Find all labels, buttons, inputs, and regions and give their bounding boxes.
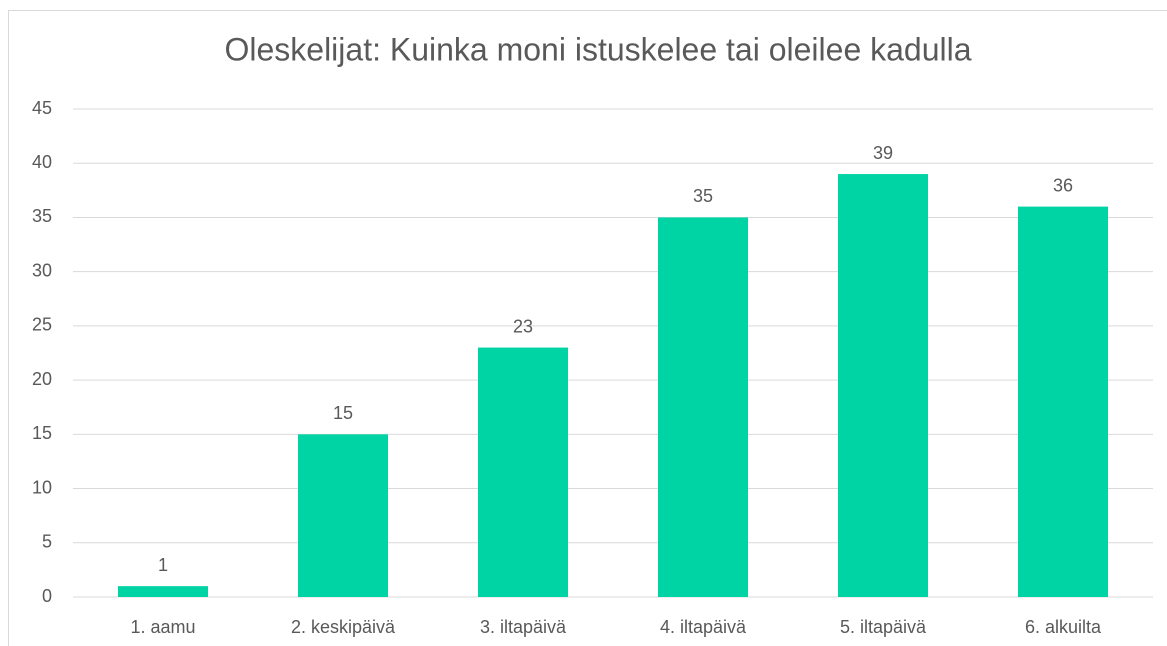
bar <box>118 586 208 597</box>
bar <box>298 434 388 597</box>
data-label: 35 <box>693 186 713 206</box>
bar <box>1018 206 1108 597</box>
y-tick-label: 10 <box>32 477 52 497</box>
x-tick-label: 2. keskipäivä <box>291 617 396 637</box>
y-tick-label: 30 <box>32 260 52 280</box>
y-tick-label: 15 <box>32 423 52 443</box>
data-label: 15 <box>333 403 353 423</box>
data-label: 23 <box>513 316 533 336</box>
data-label: 39 <box>873 143 893 163</box>
x-tick-label: 3. iltapäivä <box>480 617 567 637</box>
x-tick-label: 1. aamu <box>130 617 195 637</box>
y-tick-label: 25 <box>32 315 52 335</box>
y-tick-label: 5 <box>42 532 52 552</box>
x-tick-label: 6. alkuilta <box>1025 617 1102 637</box>
data-label: 1 <box>158 555 168 575</box>
y-tick-label: 45 <box>32 98 52 118</box>
y-tick-label: 35 <box>32 206 52 226</box>
y-tick-label: 40 <box>32 152 52 172</box>
bar <box>478 347 568 597</box>
bar <box>658 217 748 597</box>
chart-title: Oleskelijat: Kuinka moni istuskelee tai … <box>224 31 971 67</box>
data-label: 36 <box>1053 175 1073 195</box>
chart-border <box>8 10 1167 646</box>
x-tick-label: 4. iltapäivä <box>660 617 747 637</box>
y-tick-label: 0 <box>42 586 52 606</box>
y-tick-label: 20 <box>32 369 52 389</box>
x-tick-label: 5. iltapäivä <box>840 617 927 637</box>
bar <box>838 174 928 598</box>
